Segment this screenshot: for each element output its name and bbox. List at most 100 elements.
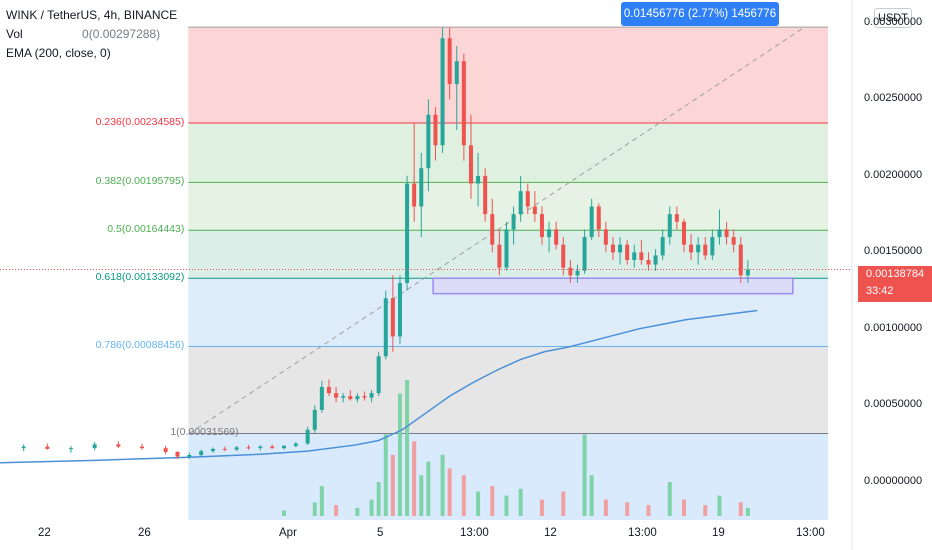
candle-body — [140, 446, 144, 449]
candle-body — [689, 244, 694, 253]
volume-bar — [376, 482, 381, 516]
candle-body — [710, 237, 715, 256]
candle-body — [454, 61, 459, 85]
volume-bar — [390, 454, 395, 516]
price-tick: 0.00150000 — [864, 245, 923, 258]
volume-bar — [738, 502, 743, 516]
candle-body — [674, 214, 679, 222]
ema-line — [0, 309, 758, 464]
candle-body — [504, 229, 509, 268]
candle-body — [575, 270, 580, 276]
volume-bar — [681, 499, 686, 516]
candle-body — [440, 38, 445, 146]
measure-tooltip: 0.01456776 (2.77%) 1456776 — [621, 2, 779, 26]
candle-body — [582, 237, 587, 271]
candle-body — [660, 237, 665, 256]
fib-level-label: 0.786(0.00088456) — [95, 339, 185, 352]
volume-bar — [476, 491, 481, 516]
candle-body — [547, 229, 552, 238]
volume-bar — [717, 495, 722, 516]
candle-body — [412, 183, 417, 207]
candle-body — [703, 244, 708, 256]
candle-body — [483, 175, 488, 215]
volume-bar — [334, 505, 339, 516]
ema-legend[interactable]: EMA (200, close, 0) — [6, 46, 111, 60]
volume-bar — [419, 475, 424, 516]
candle-body — [610, 244, 615, 253]
volume-bar — [561, 491, 566, 516]
candle-body — [92, 444, 97, 449]
candle-body — [383, 298, 388, 357]
price-tick: 0.00300000 — [864, 15, 923, 28]
candle-body — [618, 244, 623, 253]
candle-body — [717, 229, 722, 238]
volume-bar — [282, 510, 286, 516]
candle-body — [696, 244, 701, 253]
candle-body — [646, 260, 651, 265]
volume-bar — [369, 499, 374, 516]
time-tick: 5 — [377, 527, 384, 539]
volume-bar — [539, 499, 544, 516]
candle-body — [175, 451, 180, 457]
fib-level-label: 1(0.00031569) — [170, 426, 239, 439]
candle-body — [258, 446, 263, 449]
candle-body — [561, 244, 566, 268]
candle-body — [355, 396, 360, 400]
fib-zone — [188, 122, 829, 183]
volume-bar — [490, 486, 495, 516]
volume-bar — [447, 468, 452, 516]
candle-body — [497, 244, 502, 268]
candle-body — [334, 393, 339, 398]
time-tick: 22 — [38, 527, 51, 539]
time-tick: 13:00 — [628, 527, 657, 539]
fib-zone — [188, 182, 829, 231]
candle-body — [554, 229, 559, 245]
trend-line — [189, 26, 805, 434]
candle-body — [539, 214, 544, 238]
time-tick: 13:00 — [796, 527, 825, 539]
volume-legend[interactable]: Vol 0(0.00297288) — [6, 27, 160, 41]
price-tick: 0.00250000 — [864, 92, 923, 105]
volume-label: Vol — [6, 27, 23, 41]
candle-body — [362, 396, 367, 398]
candle-body — [433, 114, 438, 146]
candle-body — [348, 396, 353, 400]
volume-bar — [397, 393, 402, 516]
candle-body — [21, 446, 26, 449]
volume-bar — [646, 505, 651, 516]
fib-zone — [188, 346, 829, 434]
candle-body — [603, 229, 608, 245]
volume-bar — [518, 488, 523, 516]
candle-body — [222, 448, 227, 450]
candle-body — [116, 444, 121, 447]
volume-value: 0(0.00297288) — [82, 27, 161, 41]
time-tick: 19 — [712, 527, 725, 539]
price-tick: 0.00050000 — [864, 398, 923, 411]
candle-body — [282, 445, 286, 449]
candle-body — [525, 191, 530, 207]
candle-body — [312, 409, 317, 430]
candle-body — [568, 267, 573, 276]
support-zone-box — [432, 277, 794, 295]
volume-bar — [667, 482, 672, 516]
volume-bar — [745, 507, 750, 516]
candle-body — [405, 183, 410, 283]
candle-body — [305, 429, 310, 444]
candle-body — [369, 393, 374, 398]
last-price-label: 0.00138784 33:42 — [858, 266, 932, 302]
fib-level-label: 0.618(0.00133092) — [95, 271, 185, 284]
last-price-value: 0.00138784 — [866, 268, 925, 280]
candle-body — [341, 396, 346, 398]
bar-countdown: 33:42 — [866, 285, 894, 297]
symbol-legend[interactable]: WINK / TetherUS, 4h, BINANCE — [6, 8, 178, 22]
candle-body — [468, 145, 473, 184]
volume-bar — [703, 505, 708, 516]
currency-button[interactable]: USDT — [874, 8, 912, 28]
volume-bar — [582, 434, 587, 516]
volume-bar — [426, 461, 431, 516]
candle-body — [293, 443, 298, 446]
candle-body — [461, 61, 466, 146]
volume-bar — [589, 475, 594, 516]
